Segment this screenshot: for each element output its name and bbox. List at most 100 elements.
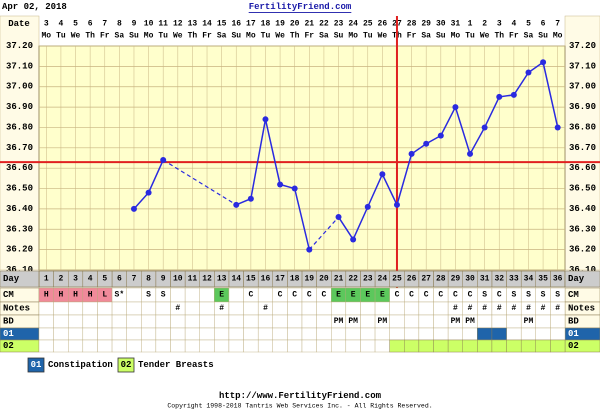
bd-cell <box>155 314 171 329</box>
cm-entry: C <box>292 291 297 300</box>
custom-row-label: 01 <box>568 329 579 339</box>
weekday-label: Mo <box>246 32 256 41</box>
custom-cell <box>345 339 361 353</box>
weekday-label: Fr <box>202 32 212 41</box>
day-number: 9 <box>161 275 166 284</box>
custom-marker <box>389 339 405 353</box>
temperature-point <box>262 116 269 123</box>
y-tick-label-right: 37.20 <box>569 41 596 51</box>
weekday-label: Sa <box>421 32 431 41</box>
notes-cell <box>418 301 434 316</box>
custom-cell <box>141 327 157 341</box>
cm-cell <box>257 287 273 303</box>
temperature-point <box>437 132 444 139</box>
weekday-label: Sa <box>217 32 227 41</box>
cm-entry: H <box>73 291 78 300</box>
weekday-label: Fr <box>305 32 315 41</box>
notes-cell <box>38 301 54 316</box>
temperature-point <box>233 201 240 208</box>
day-number: 10 <box>173 275 183 284</box>
cm-cell <box>126 287 142 303</box>
y-tick-label-right: 36.70 <box>569 143 596 153</box>
custom-cell <box>111 339 127 353</box>
date-label: 25 <box>363 20 373 29</box>
temperature-point <box>145 189 152 196</box>
weekday-label: Sa <box>115 32 125 41</box>
cm-cell <box>199 287 215 303</box>
weekday-label: Fr <box>100 32 110 41</box>
custom-cell <box>243 339 259 353</box>
temperature-point <box>160 157 167 164</box>
bd-cell <box>97 314 113 329</box>
y-tick-label-right: 36.10 <box>569 265 596 275</box>
day-number: 23 <box>363 275 373 284</box>
legend-label: Tender Breasts <box>138 360 214 370</box>
custom-cell <box>82 327 98 341</box>
weekday-label: Su <box>334 32 344 41</box>
cm-cell <box>228 287 244 303</box>
date-label: 2 <box>482 20 487 29</box>
custom-cell <box>155 327 171 341</box>
custom-cell <box>53 339 69 353</box>
temperature-point <box>291 185 298 192</box>
y-tick-label-right: 36.30 <box>569 224 596 234</box>
day-number: 12 <box>202 275 212 284</box>
custom-cell <box>287 339 303 353</box>
custom-cell <box>243 327 259 341</box>
custom-marker <box>447 339 463 353</box>
custom-marker <box>477 327 493 341</box>
bd-row-label: BD <box>3 317 14 327</box>
bd-cell <box>53 314 69 329</box>
site-title[interactable]: FertilityFriend.com <box>249 2 352 12</box>
date-label: 4 <box>59 20 64 29</box>
y-tick-label: 37.00 <box>6 82 33 92</box>
weekday-label: Su <box>436 32 446 41</box>
notes-entry: # <box>219 304 224 313</box>
cm-entry: C <box>395 291 400 300</box>
bd-cell <box>68 314 84 329</box>
cm-entry: H <box>88 291 93 300</box>
notes-entry: # <box>468 304 473 313</box>
notes-entry: # <box>497 304 502 313</box>
bd-cell <box>550 314 566 329</box>
notes-entry: # <box>541 304 546 313</box>
date-label: 13 <box>188 20 198 29</box>
weekday-label: Mo <box>144 32 154 41</box>
notes-row-label: Notes <box>3 304 30 314</box>
bd-cell <box>257 314 273 329</box>
notes-cell <box>389 301 405 316</box>
weekday-label: Sa <box>524 32 534 41</box>
notes-cell <box>68 301 84 316</box>
custom-cell <box>228 339 244 353</box>
y-tick-label-right: 36.20 <box>569 245 596 255</box>
date-label: 16 <box>231 20 241 29</box>
legend-label: Constipation <box>48 360 113 370</box>
cm-entry: C <box>438 291 443 300</box>
custom-cell <box>214 327 230 341</box>
y-tick-label: 36.70 <box>6 143 33 153</box>
custom-cell <box>257 339 273 353</box>
weekday-label: Su <box>538 32 548 41</box>
bd-cell <box>228 314 244 329</box>
date-label: 1 <box>468 20 473 29</box>
date-label: 26 <box>378 20 388 29</box>
notes-entry: # <box>453 304 458 313</box>
custom-cell <box>404 327 420 341</box>
gap-connector <box>308 216 339 251</box>
day-row-label-right: Day <box>568 274 585 284</box>
day-number: 22 <box>348 275 358 284</box>
cm-entry: S <box>555 291 560 300</box>
y-tick-label: 37.20 <box>6 41 33 51</box>
custom-cell <box>199 339 215 353</box>
custom-cell <box>38 327 54 341</box>
day-number: 16 <box>261 275 271 284</box>
y-tick-label: 36.80 <box>6 122 33 132</box>
custom-cell <box>535 327 551 341</box>
bd-cell <box>418 314 434 329</box>
y-tick-label-right: 36.60 <box>569 163 596 173</box>
date-label: 24 <box>348 20 358 29</box>
weekday-label: Th <box>290 32 300 41</box>
weekday-label: We <box>71 32 81 41</box>
footer-url[interactable]: http://www.FertilityFriend.com <box>219 391 382 401</box>
date-label: 14 <box>202 20 212 29</box>
